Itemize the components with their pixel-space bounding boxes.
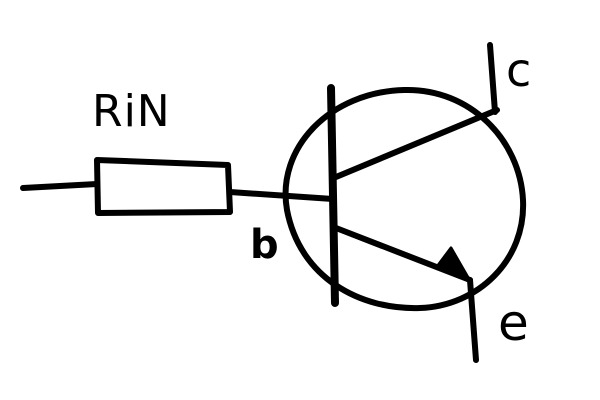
emitter-lead: [467, 277, 479, 363]
emitter-arrow-icon: [434, 246, 472, 283]
transistor-circle: [282, 86, 527, 312]
emitter-label: e: [498, 294, 529, 352]
base-label: b: [250, 222, 279, 268]
resistor-body: [94, 157, 233, 216]
input-wire: [20, 181, 100, 191]
resistor-label: RiN: [92, 86, 171, 137]
collector-label: c: [506, 43, 531, 97]
base-wire: [227, 189, 336, 202]
collector-lead: [487, 42, 498, 115]
base-bar: [327, 84, 339, 307]
collector-line: [333, 107, 500, 180]
